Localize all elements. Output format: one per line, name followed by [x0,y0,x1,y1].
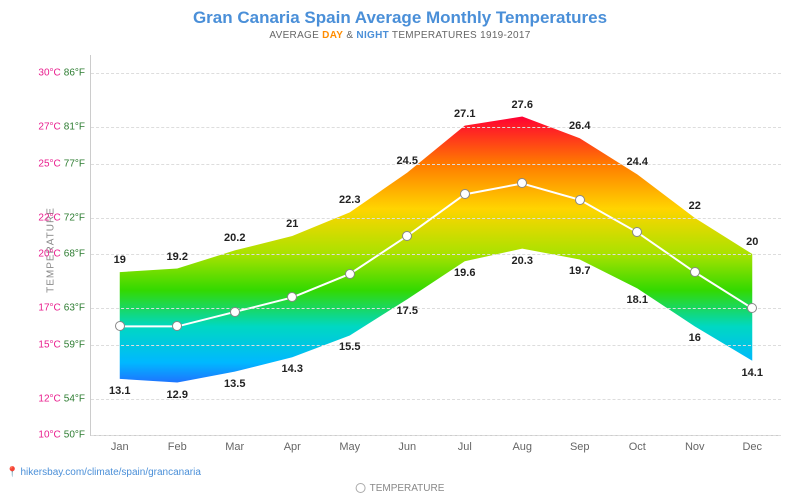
subtitle-prefix: AVERAGE [269,30,322,41]
low-value-label: 14.3 [282,363,303,375]
avg-marker [345,269,355,279]
subtitle-and: & [343,30,356,41]
avg-marker [747,303,757,313]
x-tick: May [339,435,360,453]
area-svg [91,55,781,435]
avg-marker [230,307,240,317]
plot-area: 10°C50°F12°C54°F15°C59°F17°C63°F20°C68°F… [90,55,781,436]
avg-marker [172,321,182,331]
high-value-label: 22.3 [339,194,360,206]
temperature-chart: Gran Canaria Spain Average Monthly Tempe… [0,0,800,500]
chart-subtitle: AVERAGE DAY & NIGHT TEMPERATURES 1919-20… [0,30,800,41]
high-value-label: 27.1 [454,108,475,120]
gridline [91,164,781,165]
attribution[interactable]: 📍hikersbay.com/climate/spain/grancanaria [6,467,201,478]
gridline [91,345,781,346]
y-tick: 10°C50°F [38,430,91,441]
x-tick: Jun [398,435,416,453]
y-tick: 22°C72°F [38,212,91,223]
x-tick: Mar [225,435,244,453]
y-tick: 27°C81°F [38,122,91,133]
legend-marker-icon [356,483,366,493]
x-tick: Dec [742,435,762,453]
low-value-label: 17.5 [397,305,418,317]
x-tick: Oct [629,435,646,453]
high-value-label: 20 [746,236,758,248]
y-tick: 17°C63°F [38,303,91,314]
gridline [91,399,781,400]
avg-marker [517,178,527,188]
legend-label: TEMPERATURE [370,483,445,494]
x-tick: Apr [284,435,301,453]
high-value-label: 24.4 [627,156,648,168]
gridline [91,254,781,255]
high-value-label: 27.6 [512,99,533,111]
attribution-text: hikersbay.com/climate/spain/grancanaria [20,467,200,478]
high-value-label: 20.2 [224,232,245,244]
avg-marker [690,267,700,277]
low-value-label: 13.5 [224,378,245,390]
low-value-label: 16 [689,332,701,344]
low-value-label: 13.1 [109,385,130,397]
y-tick: 12°C54°F [38,393,91,404]
avg-marker [632,227,642,237]
avg-marker [402,231,412,241]
x-tick: Jan [111,435,129,453]
avg-marker [115,321,125,331]
high-value-label: 22 [689,200,701,212]
gridline [91,127,781,128]
high-value-label: 26.4 [569,120,590,132]
subtitle-night: NIGHT [356,30,389,41]
gridline [91,435,781,436]
x-tick: Feb [168,435,187,453]
low-value-label: 14.1 [742,367,763,379]
chart-title: Gran Canaria Spain Average Monthly Tempe… [0,0,800,28]
avg-marker [460,189,470,199]
legend: TEMPERATURE [356,483,445,494]
gridline [91,73,781,74]
y-tick: 30°C86°F [38,68,91,79]
x-tick: Aug [512,435,532,453]
high-value-label: 21 [286,218,298,230]
gridline [91,308,781,309]
high-value-label: 24.5 [397,155,418,167]
subtitle-day: DAY [322,30,343,41]
y-tick: 25°C77°F [38,158,91,169]
x-tick: Jul [458,435,472,453]
high-value-label: 19 [114,254,126,266]
y-tick: 20°C68°F [38,249,91,260]
pin-icon: 📍 [6,467,18,478]
high-value-label: 19.2 [167,251,188,263]
low-value-label: 18.1 [627,294,648,306]
low-value-label: 20.3 [512,255,533,267]
subtitle-suffix: TEMPERATURES 1919-2017 [389,30,531,41]
low-value-label: 19.7 [569,265,590,277]
x-tick: Nov [685,435,705,453]
low-value-label: 12.9 [167,389,188,401]
low-value-label: 19.6 [454,267,475,279]
x-tick: Sep [570,435,590,453]
avg-marker [575,195,585,205]
gridline [91,218,781,219]
y-tick: 15°C59°F [38,339,91,350]
low-value-label: 15.5 [339,341,360,353]
avg-marker [287,292,297,302]
